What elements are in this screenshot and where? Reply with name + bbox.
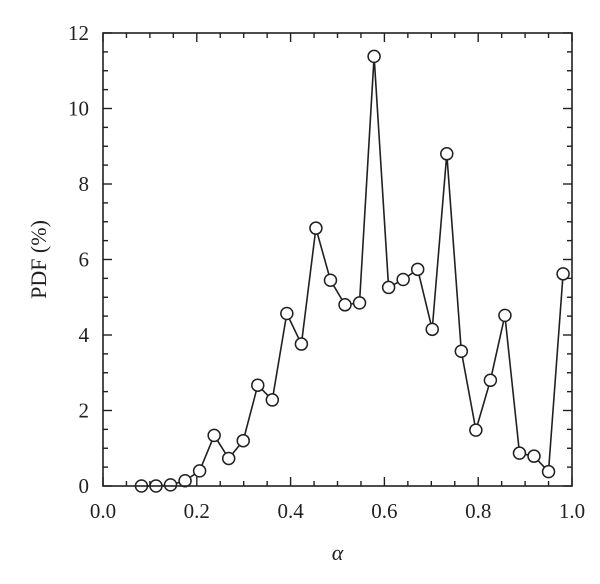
x-tick-label: 1.0 <box>559 499 585 523</box>
y-tick-label: 10 <box>68 97 89 121</box>
data-point <box>338 298 352 312</box>
data-point <box>367 49 381 64</box>
x-axis-title: α <box>332 540 344 565</box>
data-point <box>541 464 556 479</box>
x-tick-label: 0.4 <box>277 499 304 523</box>
y-tick-label: 4 <box>79 323 90 347</box>
data-point <box>294 337 309 351</box>
data-point <box>352 296 367 310</box>
data-point <box>483 373 498 388</box>
data-point <box>556 267 570 281</box>
y-tick-label: 12 <box>68 21 89 45</box>
y-tick-label: 2 <box>79 399 90 423</box>
data-point <box>512 446 527 460</box>
y-tick-label: 8 <box>79 172 90 196</box>
y-tick-label: 6 <box>79 248 90 272</box>
x-tick-label: 0.6 <box>371 499 397 523</box>
data-point <box>527 449 541 463</box>
data-point <box>236 433 250 448</box>
x-tick-label: 0.2 <box>184 499 210 523</box>
data-point <box>178 473 192 488</box>
x-tick-label: 0.8 <box>465 499 491 523</box>
data-point <box>469 423 483 437</box>
data-point <box>309 221 323 235</box>
data-point <box>163 478 178 492</box>
data-point <box>221 451 236 466</box>
data-point <box>498 308 512 323</box>
y-axis-title: PDF (%) <box>26 220 51 299</box>
data-point <box>323 273 338 288</box>
plot-frame <box>102 32 573 487</box>
data-point <box>207 428 221 443</box>
data-point <box>280 306 294 321</box>
data-points <box>134 49 570 493</box>
data-point <box>396 272 410 287</box>
data-point <box>454 344 469 358</box>
data-point <box>192 464 207 478</box>
tick-marks <box>102 32 573 487</box>
x-tick-label: 0.0 <box>90 499 116 523</box>
data-point <box>251 378 265 392</box>
data-point <box>265 393 280 407</box>
data-point <box>440 147 454 161</box>
tick-labels: 0.0 0.2 0.4 0.6 0.8 1.0 0 2 4 6 8 10 12 <box>68 21 585 523</box>
data-point <box>425 322 439 337</box>
data-point <box>410 262 425 277</box>
data-point <box>381 280 396 295</box>
y-tick-label: 0 <box>79 474 90 498</box>
series-line <box>141 56 564 487</box>
